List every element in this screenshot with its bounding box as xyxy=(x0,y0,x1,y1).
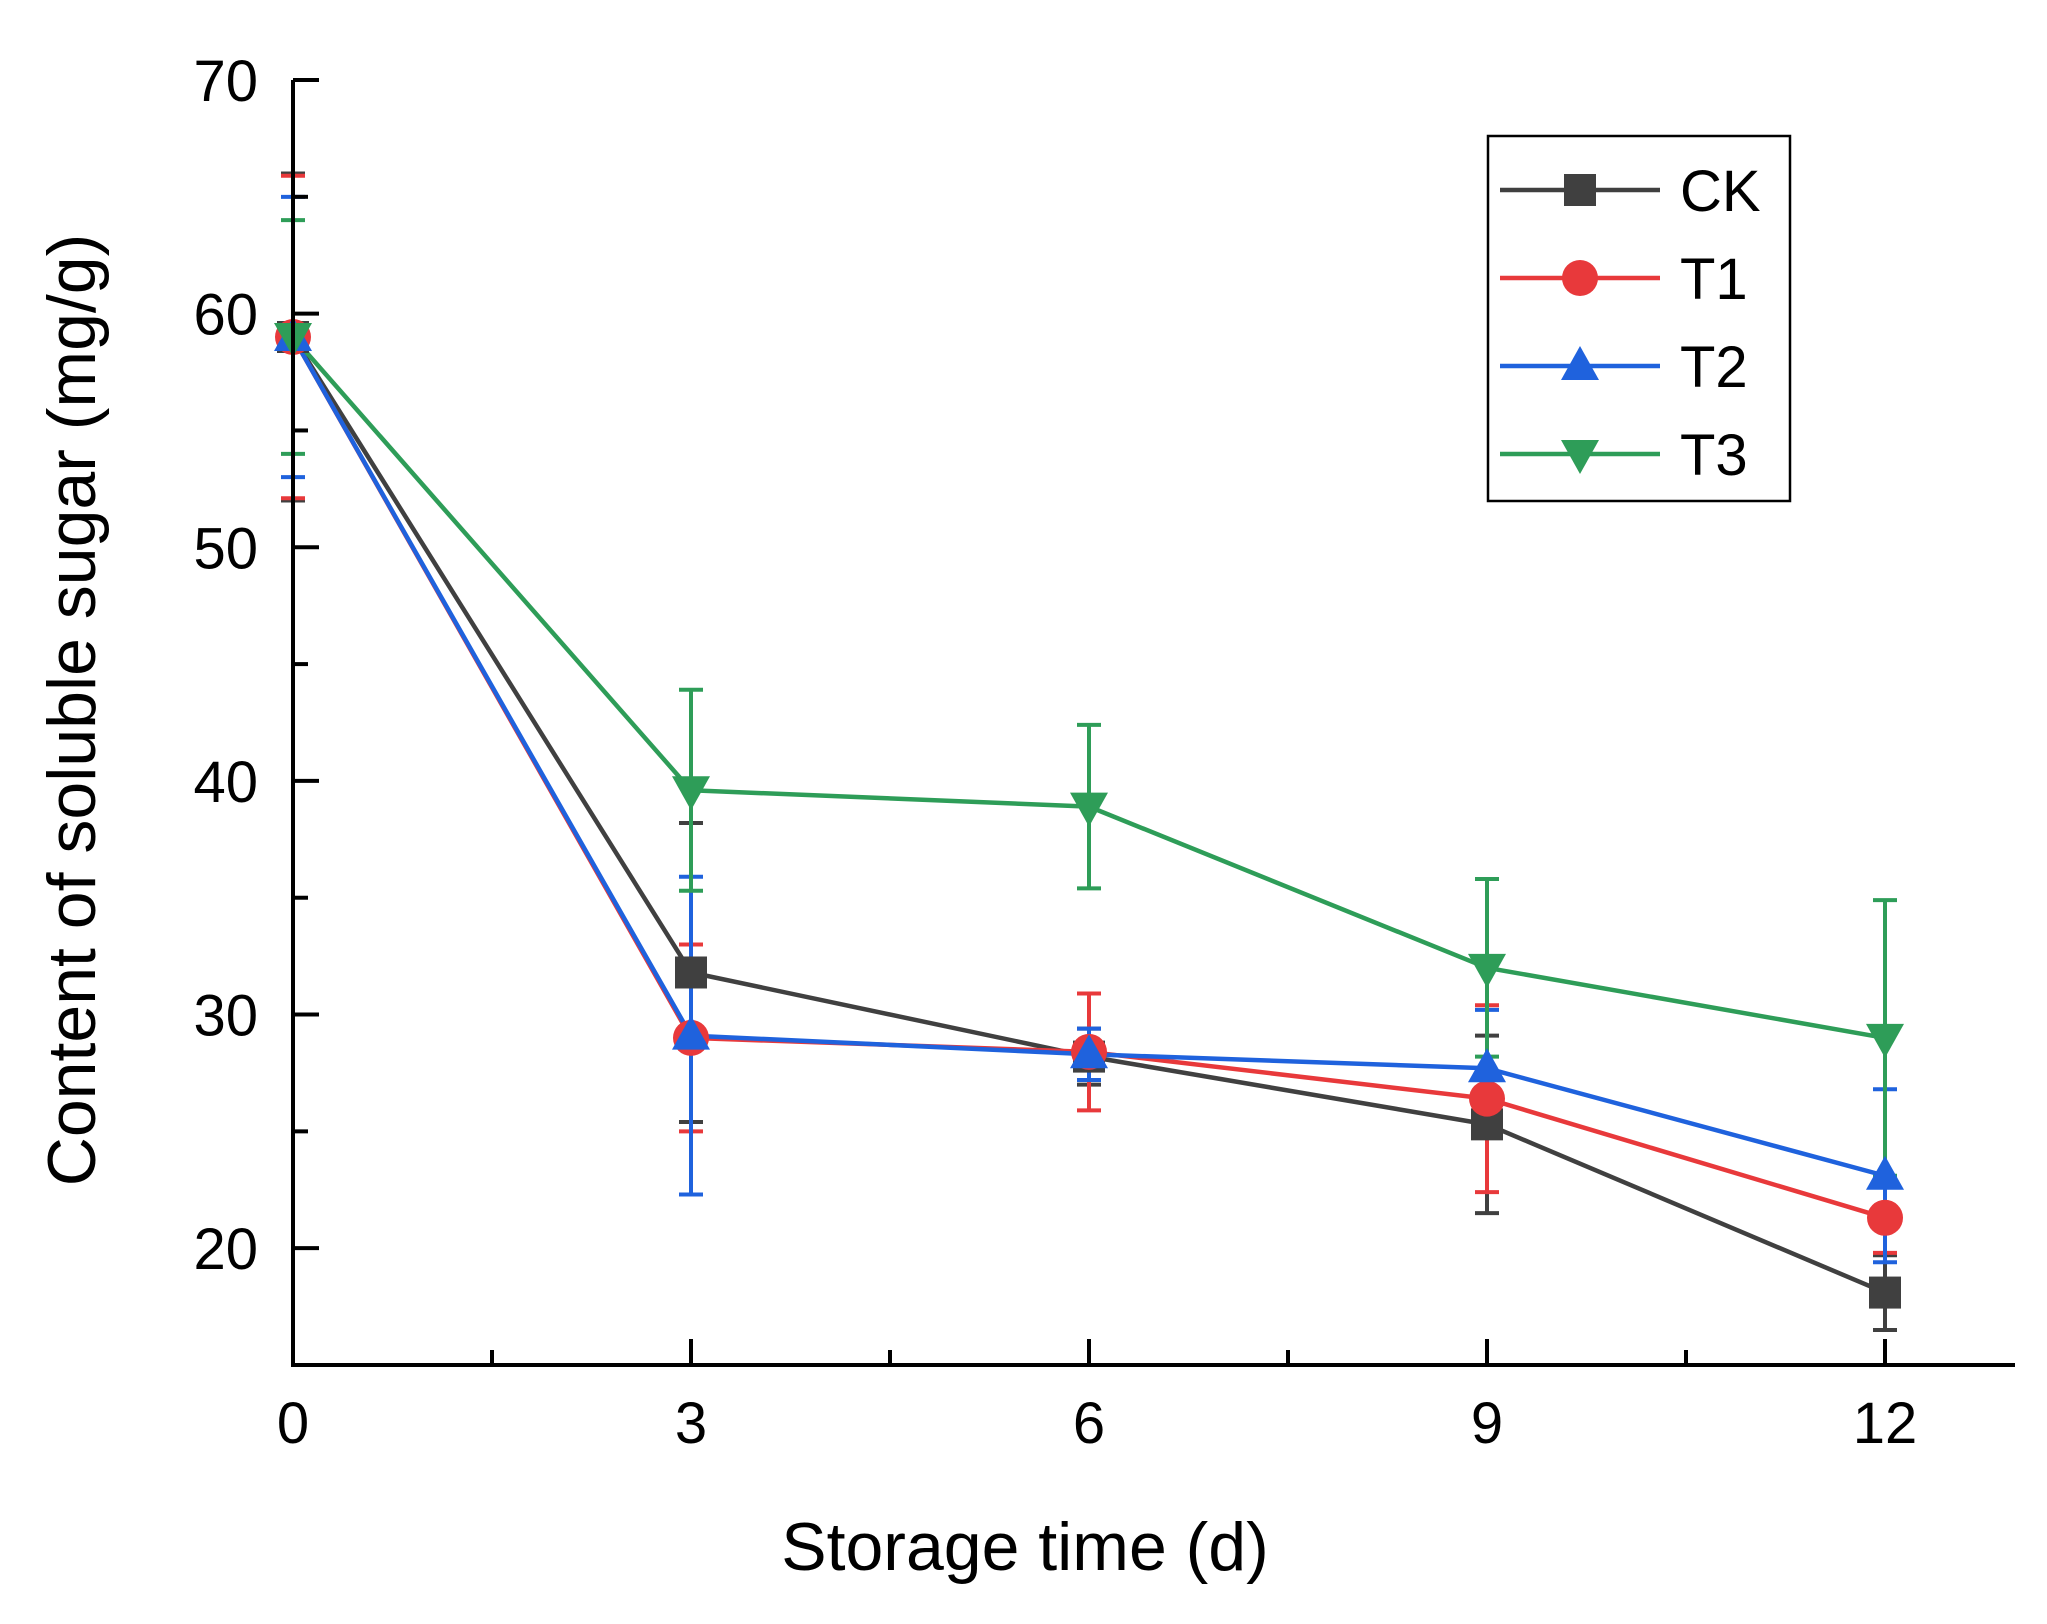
legend-label-t2: T2 xyxy=(1680,335,1748,400)
y-tick-label: 30 xyxy=(193,984,258,1049)
y-tick-label: 20 xyxy=(193,1217,258,1282)
series-ck-point xyxy=(1869,1276,1901,1309)
series-t2-point xyxy=(1070,1034,1108,1069)
legend-marker-ck xyxy=(1564,174,1596,206)
series-ck-point xyxy=(675,956,707,989)
legend-label-t1: T1 xyxy=(1680,247,1748,312)
series-t3-markers xyxy=(274,323,1904,1058)
legend-label-t3: T3 xyxy=(1680,423,1748,488)
series-t3-point xyxy=(1070,792,1108,827)
series-t1-point xyxy=(1469,1080,1505,1117)
x-tick-label: 3 xyxy=(675,1391,707,1456)
legend-box xyxy=(1486,134,1792,503)
x-tick-label: 6 xyxy=(1073,1391,1105,1456)
series-t2-point xyxy=(1866,1155,1904,1190)
legend-marker-t3 xyxy=(1561,440,1599,474)
legend: CK T1 T2 T3 xyxy=(1486,134,1792,503)
x-tick-label: 9 xyxy=(1471,1391,1503,1456)
y-tick-label: 40 xyxy=(193,750,258,815)
series-t3-point xyxy=(1866,1023,1904,1058)
series-layer xyxy=(274,171,1904,1332)
legend-label-ck: CK xyxy=(1680,159,1761,224)
y-tick-label: 50 xyxy=(193,516,258,581)
y-tick-label: 70 xyxy=(193,49,258,114)
x-axis-title: Storage time (d) xyxy=(781,1509,1269,1585)
series-t2-point xyxy=(1468,1048,1506,1083)
x-tick-label: 0 xyxy=(277,1391,309,1456)
legend-marker-t1 xyxy=(1562,260,1598,296)
ticks: 20 30 40 50 60 70 0 3 6 9 12 xyxy=(193,49,1917,1456)
series-t2-point xyxy=(672,1015,710,1050)
x-tick-label: 12 xyxy=(1853,1391,1918,1456)
axes xyxy=(291,80,2015,1367)
series-t3-point xyxy=(672,776,710,811)
y-tick-label: 60 xyxy=(193,283,258,348)
y-axis-title: Content of soluble sugar (mg/g) xyxy=(34,234,110,1187)
series-t1-point xyxy=(1867,1199,1903,1236)
legend-marker-t2 xyxy=(1561,346,1599,380)
series-t3-point xyxy=(1468,953,1506,988)
